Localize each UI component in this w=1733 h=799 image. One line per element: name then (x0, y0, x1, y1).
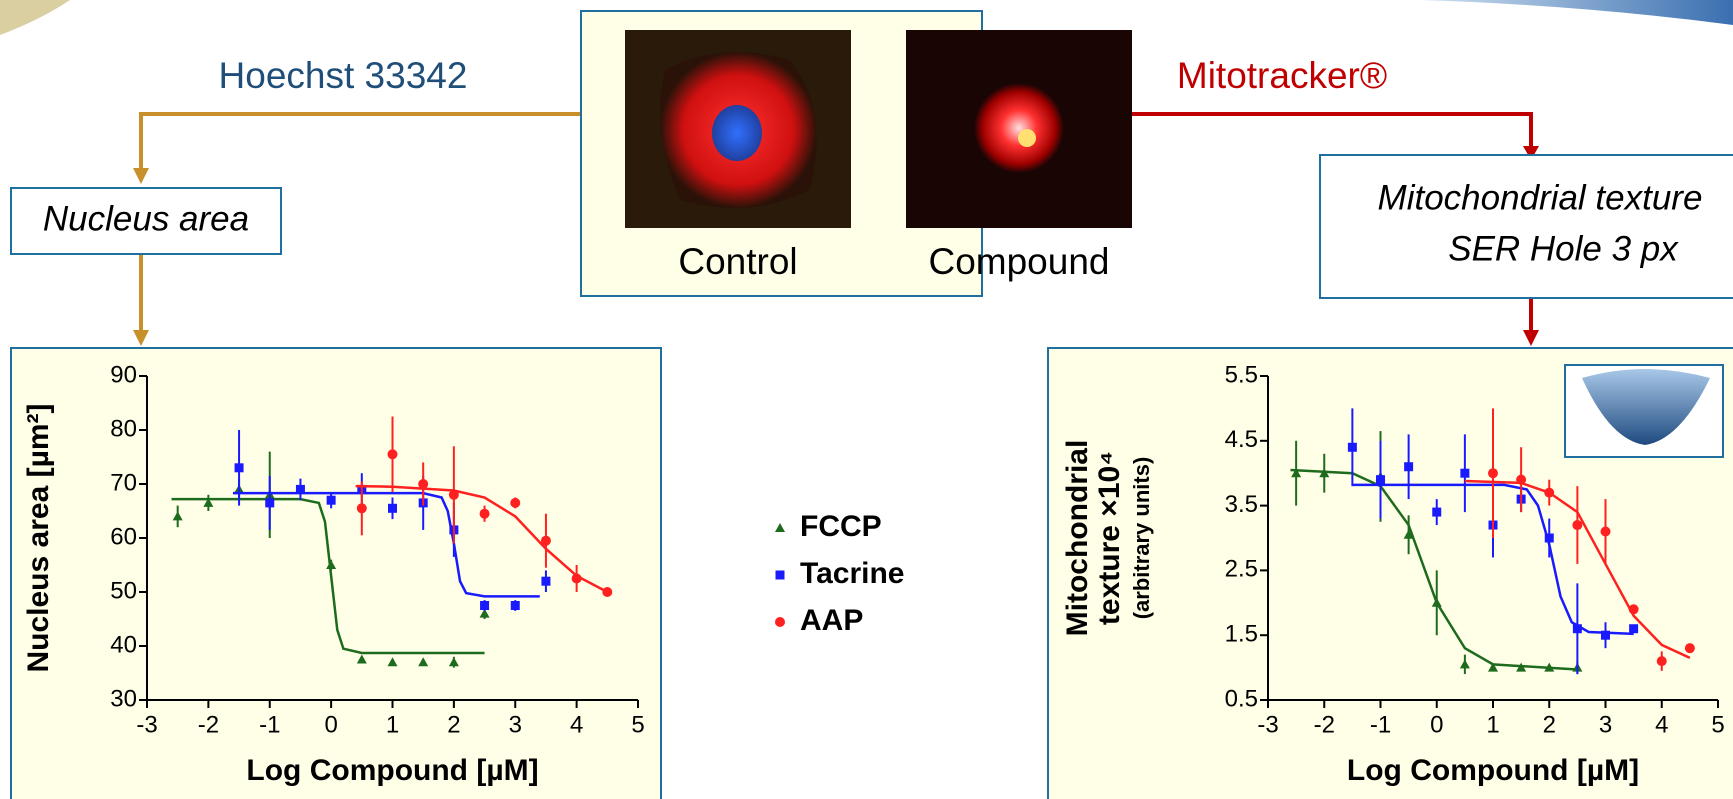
y-axis-title: texture ×10⁴ (1093, 451, 1126, 625)
marker (1404, 462, 1413, 471)
image-label: Compound (928, 241, 1109, 282)
y-tick-label: 4.5 (1225, 426, 1258, 453)
y-axis-title: (arbitrary units) (1129, 457, 1154, 620)
marker (1657, 656, 1667, 666)
y-tick-label: 0.5 (1225, 685, 1258, 712)
y-tick-label: 80 (110, 415, 137, 442)
marker (480, 509, 490, 519)
legend-marker (775, 617, 785, 627)
x-tick-label: -1 (1370, 711, 1391, 738)
legend-marker (775, 523, 785, 532)
y-tick-label: 90 (110, 361, 137, 388)
marker (480, 601, 489, 610)
arrowhead (133, 168, 149, 184)
stain-label: Hoechst 33342 (219, 55, 468, 96)
marker (541, 536, 551, 546)
y-tick-label: 40 (110, 631, 137, 658)
arrowhead (133, 330, 149, 346)
cell (974, 83, 1064, 173)
x-tick-label: 0 (324, 711, 337, 738)
marker (1348, 443, 1357, 452)
x-tick-label: 3 (509, 711, 522, 738)
x-tick-label: 2 (1543, 711, 1556, 738)
y-tick-label: 30 (110, 685, 137, 712)
nucleus (712, 105, 762, 161)
y-axis-title: Nucleus area [µm²] (22, 403, 55, 672)
marker (1601, 527, 1611, 537)
marker (1488, 468, 1498, 478)
y-tick-label: 60 (110, 523, 137, 550)
marker (1572, 520, 1582, 530)
y-axis-title: Mitochondrial (1061, 440, 1094, 637)
connector (141, 114, 581, 172)
marker (327, 496, 336, 505)
x-axis-title: Log Compound [µM] (1347, 754, 1639, 787)
x-axis-title: Log Compound [µM] (246, 754, 538, 787)
x-tick-label: 5 (631, 711, 644, 738)
marker (1432, 508, 1441, 517)
y-tick-label: 1.5 (1225, 621, 1258, 648)
legend-label: FCCP (800, 510, 882, 543)
marker (1516, 475, 1526, 485)
image-label: Control (678, 241, 797, 282)
legend-label: Tacrine (800, 557, 905, 590)
page: Hoechst 33342 Mitotracker® Control Compo… (0, 0, 1733, 799)
x-tick-label: 2 (447, 711, 460, 738)
marker (1629, 624, 1638, 633)
x-tick-label: 0 (1430, 711, 1443, 738)
nucleus (1018, 129, 1036, 147)
marker (572, 574, 582, 584)
figure: Hoechst 33342 Mitotracker® Control Compo… (0, 0, 1733, 799)
x-tick-label: 4 (570, 711, 583, 738)
x-tick-label: -3 (136, 711, 157, 738)
x-tick-label: -2 (198, 711, 219, 738)
y-tick-label: 50 (110, 577, 137, 604)
x-tick-label: 1 (1486, 711, 1499, 738)
y-tick-label: 70 (110, 469, 137, 496)
legend-marker (776, 571, 785, 580)
marker (265, 498, 274, 507)
marker (1460, 469, 1469, 478)
marker (388, 449, 398, 459)
x-tick-label: -1 (259, 711, 280, 738)
readout-box (1320, 155, 1733, 298)
marker (1573, 624, 1582, 633)
marker (1629, 604, 1639, 614)
y-tick-label: 3.5 (1225, 491, 1258, 518)
marker (511, 601, 520, 610)
marker (1545, 534, 1554, 543)
y-tick-label: 5.5 (1225, 361, 1258, 388)
marker (1376, 475, 1385, 484)
corner-decoration (1420, 0, 1733, 25)
marker (449, 490, 459, 500)
marker (418, 479, 428, 489)
arrowhead (1523, 330, 1539, 346)
marker (296, 485, 305, 494)
marker (357, 503, 367, 513)
readout-label: Nucleus area (43, 199, 249, 238)
marker (1544, 488, 1554, 498)
x-tick-label: -3 (1257, 711, 1278, 738)
x-tick-label: 4 (1655, 711, 1668, 738)
legend-label: AAP (800, 604, 863, 637)
marker (1685, 643, 1695, 653)
marker (541, 577, 550, 586)
readout-label: SER Hole 3 px (1448, 229, 1679, 268)
x-tick-label: 1 (386, 711, 399, 738)
x-tick-label: 5 (1711, 711, 1724, 738)
marker (235, 463, 244, 472)
readout-label: Mitochondrial texture (1378, 178, 1703, 217)
x-tick-label: -2 (1314, 711, 1335, 738)
stain-label: Mitotracker® (1177, 55, 1387, 96)
marker (602, 587, 612, 597)
marker (388, 504, 397, 513)
x-tick-label: 3 (1599, 711, 1612, 738)
y-tick-label: 2.5 (1225, 556, 1258, 583)
marker (510, 498, 520, 508)
marker (1601, 631, 1610, 640)
corner-decoration (0, 0, 70, 35)
